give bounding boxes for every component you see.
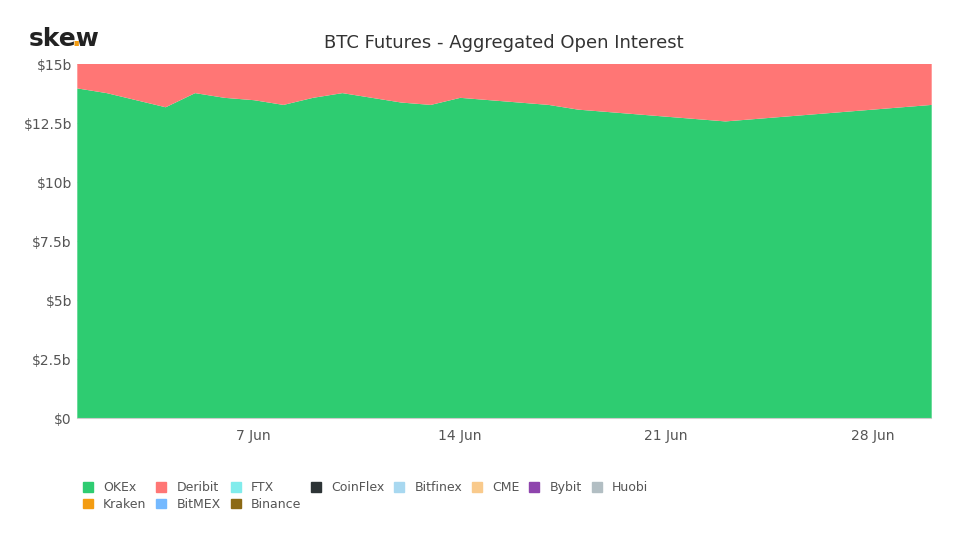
Legend: OKEx, Kraken, Deribit, BitMEX, FTX, Binance, CoinFlex, Bitfinex, CME, Bybit, Huo: OKEx, Kraken, Deribit, BitMEX, FTX, Bina… [84, 481, 648, 511]
Title: BTC Futures - Aggregated Open Interest: BTC Futures - Aggregated Open Interest [324, 34, 684, 51]
Text: .: . [72, 27, 82, 51]
Text: skew: skew [29, 27, 100, 51]
